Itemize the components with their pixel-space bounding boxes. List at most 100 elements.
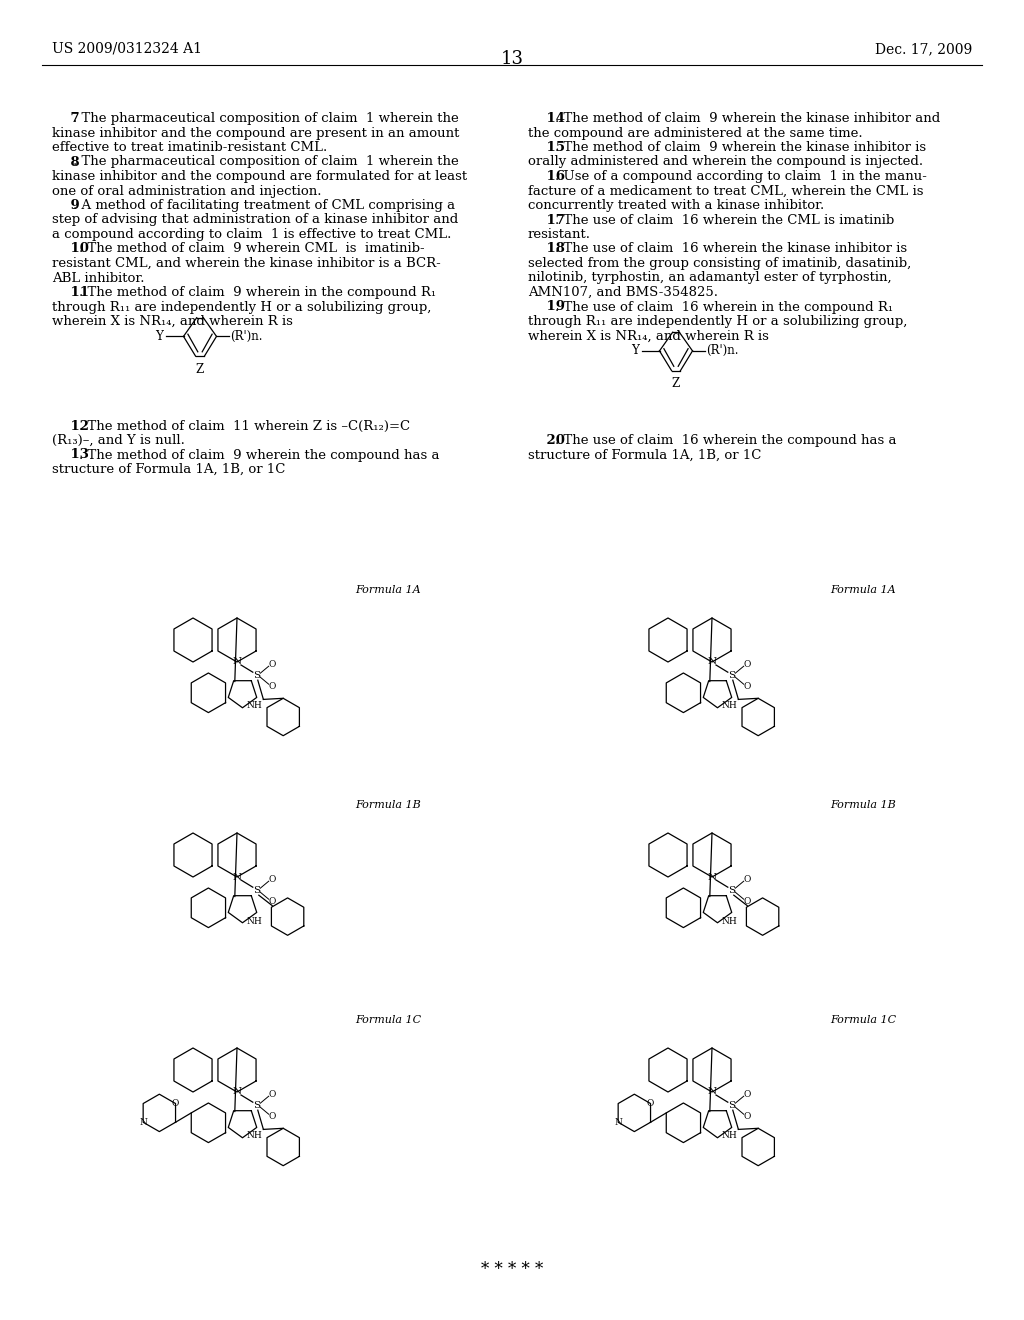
Text: . The use of claim  16 wherein the kinase inhibitor is: . The use of claim 16 wherein the kinase… xyxy=(555,243,907,256)
Text: structure of Formula 1A, 1B, or 1C: structure of Formula 1A, 1B, or 1C xyxy=(528,449,762,462)
Text: . The method of claim  9 wherein in the compound R₁: . The method of claim 9 wherein in the c… xyxy=(79,286,436,300)
Text: S: S xyxy=(253,671,260,680)
Text: NH: NH xyxy=(247,701,262,710)
Text: step of advising that administration of a kinase inhibitor and: step of advising that administration of … xyxy=(52,214,459,227)
Text: O: O xyxy=(172,1100,179,1107)
Text: one of oral administration and injection.: one of oral administration and injection… xyxy=(52,185,322,198)
Text: S: S xyxy=(253,1101,260,1110)
Text: O: O xyxy=(268,1111,275,1121)
Text: . The method of claim  9 wherein the compound has a: . The method of claim 9 wherein the comp… xyxy=(79,449,439,462)
Text: . The use of claim  16 wherein the compound has a: . The use of claim 16 wherein the compou… xyxy=(555,434,897,447)
Text: S: S xyxy=(253,886,260,895)
Text: . The pharmaceutical composition of claim  1 wherein the: . The pharmaceutical composition of clai… xyxy=(74,112,459,125)
Text: N: N xyxy=(708,873,717,882)
Text: . The method of claim  9 wherein the kinase inhibitor is: . The method of claim 9 wherein the kina… xyxy=(555,141,927,154)
Text: Formula 1C: Formula 1C xyxy=(355,1015,421,1026)
Text: effective to treat imatinib-resistant CML.: effective to treat imatinib-resistant CM… xyxy=(52,141,328,154)
Text: 20: 20 xyxy=(528,434,565,447)
Text: O: O xyxy=(743,660,751,669)
Text: orally administered and wherein the compound is injected.: orally administered and wherein the comp… xyxy=(528,156,923,169)
Text: (R₁₃)–, and Y is null.: (R₁₃)–, and Y is null. xyxy=(52,434,185,447)
Text: 12: 12 xyxy=(52,420,89,433)
Text: NH: NH xyxy=(247,1131,262,1140)
Text: O: O xyxy=(268,1090,275,1098)
Text: resistant.: resistant. xyxy=(528,228,591,242)
Text: N: N xyxy=(614,1118,623,1127)
Text: Dec. 17, 2009: Dec. 17, 2009 xyxy=(874,42,972,55)
Text: . A method of facilitating treatment of CML comprising a: . A method of facilitating treatment of … xyxy=(74,199,456,213)
Text: 16: 16 xyxy=(528,170,565,183)
Text: ABL inhibitor.: ABL inhibitor. xyxy=(52,272,144,285)
Text: selected from the group consisting of imatinib, dasatinib,: selected from the group consisting of im… xyxy=(528,257,911,271)
Text: facture of a medicament to treat CML, wherein the CML is: facture of a medicament to treat CML, wh… xyxy=(528,185,924,198)
Text: * * * * *: * * * * * xyxy=(481,1262,543,1279)
Text: O: O xyxy=(268,681,275,690)
Text: N: N xyxy=(232,873,242,882)
Text: N: N xyxy=(232,1088,242,1097)
Text: . The method of claim  9 wherein the kinase inhibitor and: . The method of claim 9 wherein the kina… xyxy=(555,112,940,125)
Text: 13: 13 xyxy=(501,50,523,69)
Text: AMN107, and BMS-354825.: AMN107, and BMS-354825. xyxy=(528,286,718,300)
Text: wherein X is NR₁₄, and wherein R is: wherein X is NR₁₄, and wherein R is xyxy=(52,315,293,327)
Text: 8: 8 xyxy=(52,156,80,169)
Text: the compound are administered at the same time.: the compound are administered at the sam… xyxy=(528,127,862,140)
Text: resistant CML, and wherein the kinase inhibitor is a BCR-: resistant CML, and wherein the kinase in… xyxy=(52,257,440,271)
Text: O: O xyxy=(268,896,275,906)
Text: NH: NH xyxy=(722,701,737,710)
Text: (R')n.: (R')n. xyxy=(706,345,738,358)
Text: 15: 15 xyxy=(528,141,565,154)
Text: 11: 11 xyxy=(52,286,89,300)
Text: 7: 7 xyxy=(52,112,80,125)
Text: US 2009/0312324 A1: US 2009/0312324 A1 xyxy=(52,42,202,55)
Text: N: N xyxy=(708,1088,717,1097)
Text: O: O xyxy=(743,896,751,906)
Text: Formula 1C: Formula 1C xyxy=(830,1015,896,1026)
Text: structure of Formula 1A, 1B, or 1C: structure of Formula 1A, 1B, or 1C xyxy=(52,463,286,477)
Text: NH: NH xyxy=(722,916,737,925)
Text: NH: NH xyxy=(722,1131,737,1140)
Text: Y: Y xyxy=(155,330,163,343)
Text: . The use of claim  16 wherein in the compound R₁: . The use of claim 16 wherein in the com… xyxy=(555,301,893,314)
Text: 17: 17 xyxy=(528,214,565,227)
Text: wherein X is NR₁₄, and wherein R is: wherein X is NR₁₄, and wherein R is xyxy=(528,330,769,342)
Text: concurrently treated with a kinase inhibitor.: concurrently treated with a kinase inhib… xyxy=(528,199,824,213)
Text: nilotinib, tyrphostin, an adamantyl ester of tyrphostin,: nilotinib, tyrphostin, an adamantyl este… xyxy=(528,272,892,285)
Text: S: S xyxy=(728,886,735,895)
Text: 9: 9 xyxy=(52,199,80,213)
Text: . The method of claim  11 wherein Z is –C(R₁₂)=C: . The method of claim 11 wherein Z is –C… xyxy=(79,420,411,433)
Text: O: O xyxy=(268,875,275,883)
Text: Z: Z xyxy=(196,363,204,376)
Text: Formula 1A: Formula 1A xyxy=(355,585,421,595)
Text: Formula 1B: Formula 1B xyxy=(355,800,421,810)
Text: Formula 1B: Formula 1B xyxy=(830,800,896,810)
Text: (R')n.: (R')n. xyxy=(229,330,262,343)
Text: kinase inhibitor and the compound are formulated for at least: kinase inhibitor and the compound are fo… xyxy=(52,170,467,183)
Text: S: S xyxy=(728,1101,735,1110)
Text: through R₁₁ are independently H or a solubilizing group,: through R₁₁ are independently H or a sol… xyxy=(528,315,907,327)
Text: 14: 14 xyxy=(528,112,565,125)
Text: 18: 18 xyxy=(528,243,565,256)
Text: O: O xyxy=(743,1090,751,1098)
Text: O: O xyxy=(743,875,751,883)
Text: O: O xyxy=(743,681,751,690)
Text: Z: Z xyxy=(672,378,680,391)
Text: . Use of a compound according to claim  1 in the manu-: . Use of a compound according to claim 1… xyxy=(555,170,927,183)
Text: a compound according to claim  1 is effective to treat CML.: a compound according to claim 1 is effec… xyxy=(52,228,452,242)
Text: 10: 10 xyxy=(52,243,89,256)
Text: 13: 13 xyxy=(52,449,89,462)
Text: O: O xyxy=(743,1111,751,1121)
Text: N: N xyxy=(139,1118,147,1127)
Text: kinase inhibitor and the compound are present in an amount: kinase inhibitor and the compound are pr… xyxy=(52,127,460,140)
Text: NH: NH xyxy=(247,916,262,925)
Text: O: O xyxy=(268,660,275,669)
Text: Y: Y xyxy=(631,345,639,358)
Text: through R₁₁ are independently H or a solubilizing group,: through R₁₁ are independently H or a sol… xyxy=(52,301,431,314)
Text: S: S xyxy=(728,671,735,680)
Text: N: N xyxy=(232,657,242,667)
Text: Formula 1A: Formula 1A xyxy=(830,585,896,595)
Text: O: O xyxy=(647,1100,654,1107)
Text: . The use of claim  16 wherein the CML is imatinib: . The use of claim 16 wherein the CML is… xyxy=(555,214,895,227)
Text: . The method of claim  9 wherein CML  is  imatinib-: . The method of claim 9 wherein CML is i… xyxy=(79,243,425,256)
Text: 19: 19 xyxy=(528,301,565,314)
Text: . The pharmaceutical composition of claim  1 wherein the: . The pharmaceutical composition of clai… xyxy=(74,156,459,169)
